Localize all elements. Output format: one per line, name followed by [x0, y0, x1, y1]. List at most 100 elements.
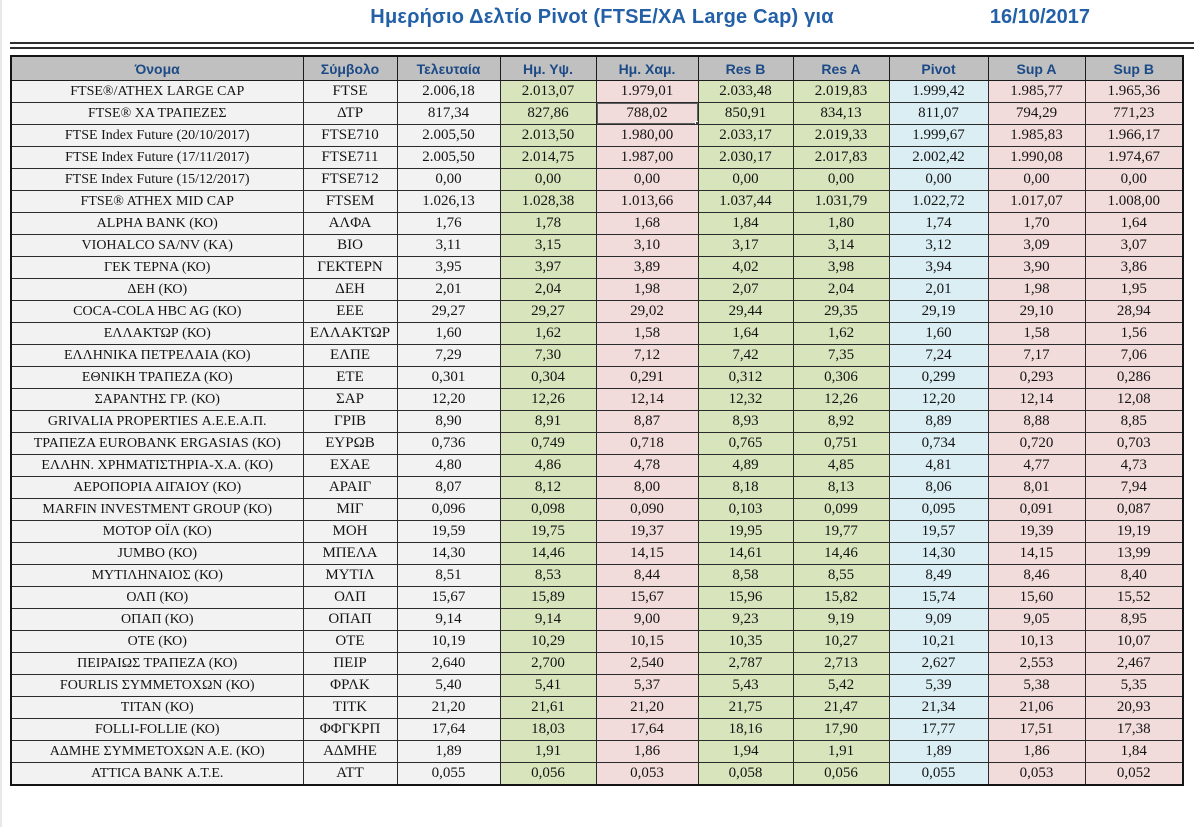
cell-last[interactable]: 2.005,50	[396, 124, 501, 147]
cell-low[interactable]: 1,58	[595, 322, 699, 345]
cell-last[interactable]: 8,90	[396, 410, 501, 433]
cell-last[interactable]: 12,20	[396, 388, 501, 411]
cell-symbol[interactable]: ΕΛΠΕ	[302, 344, 398, 367]
cell-sup_b[interactable]: 19,19	[1084, 520, 1184, 543]
cell-sup_b[interactable]: 10,07	[1084, 630, 1184, 653]
cell-pivot[interactable]: 19,57	[888, 520, 989, 543]
cell-pivot[interactable]: 15,74	[888, 586, 989, 609]
cell-pivot[interactable]: 21,34	[888, 696, 989, 719]
cell-sup_b[interactable]: 0,052	[1084, 762, 1184, 786]
cell-res_a[interactable]: 0,00	[792, 168, 890, 191]
cell-high[interactable]: 14,46	[499, 542, 597, 565]
cell-sup_a[interactable]: 14,15	[987, 542, 1086, 565]
cell-low[interactable]: 1.980,00	[595, 124, 699, 147]
cell-low[interactable]: 1,86	[595, 740, 699, 763]
cell-sup_b[interactable]: 771,23	[1084, 102, 1184, 125]
cell-name[interactable]: FTSE® ATHEX MID CAP	[10, 190, 304, 213]
cell-res_a[interactable]: 834,13	[792, 102, 890, 125]
cell-high[interactable]: 2.013,50	[499, 124, 597, 147]
cell-high[interactable]: 8,12	[499, 476, 597, 499]
cell-name[interactable]: ΜΟΤΟΡ ΟΪΛ (ΚΟ)	[10, 520, 304, 543]
cell-low[interactable]: 19,37	[595, 520, 699, 543]
cell-sup_b[interactable]: 5,35	[1084, 674, 1184, 697]
cell-name[interactable]: ΜΥΤΙΛΗΝΑΙΟΣ (ΚΟ)	[10, 564, 304, 587]
cell-sup_a[interactable]: 1,86	[987, 740, 1086, 763]
cell-pivot[interactable]: 1,74	[888, 212, 989, 235]
cell-symbol[interactable]: ΕΛΛΑΚΤΩΡ	[302, 322, 398, 345]
cell-last[interactable]: 3,95	[396, 256, 501, 279]
cell-res_b[interactable]: 2.030,17	[697, 146, 794, 169]
cell-name[interactable]: ΓΕΚ ΤΕΡΝΑ (ΚΟ)	[10, 256, 304, 279]
column-header-name[interactable]: Όνομα	[10, 55, 304, 81]
cell-res_a[interactable]: 5,42	[792, 674, 890, 697]
cell-low[interactable]: 1.979,01	[595, 80, 699, 103]
cell-pivot[interactable]: 8,49	[888, 564, 989, 587]
cell-name[interactable]: ΑΕΡΟΠΟΡΙΑ ΑΙΓΑΙΟΥ (ΚΟ)	[10, 476, 304, 499]
cell-res_a[interactable]: 2,713	[792, 652, 890, 675]
cell-high[interactable]: 2.014,75	[499, 146, 597, 169]
cell-symbol[interactable]: ΦΦΓΚΡΠ	[302, 718, 398, 741]
cell-res_b[interactable]: 1,84	[697, 212, 794, 235]
cell-pivot[interactable]: 1.999,42	[888, 80, 989, 103]
cell-pivot[interactable]: 5,39	[888, 674, 989, 697]
cell-pivot[interactable]: 4,81	[888, 454, 989, 477]
cell-sup_a[interactable]: 4,77	[987, 454, 1086, 477]
cell-res_a[interactable]: 8,13	[792, 476, 890, 499]
cell-high[interactable]: 0,304	[499, 366, 597, 389]
cell-pivot[interactable]: 2.002,42	[888, 146, 989, 169]
cell-sup_b[interactable]: 15,52	[1084, 586, 1184, 609]
cell-pivot[interactable]: 29,19	[888, 300, 989, 323]
cell-sup_a[interactable]: 0,053	[987, 762, 1086, 786]
selected-cell-low[interactable]: 788,02	[595, 102, 699, 125]
cell-low[interactable]: 1,68	[595, 212, 699, 235]
cell-pivot[interactable]: 0,299	[888, 366, 989, 389]
cell-res_b[interactable]: 8,58	[697, 564, 794, 587]
cell-last[interactable]: 1,89	[396, 740, 501, 763]
cell-res_a[interactable]: 14,46	[792, 542, 890, 565]
cell-res_b[interactable]: 4,89	[697, 454, 794, 477]
cell-high[interactable]: 0,056	[499, 762, 597, 786]
cell-name[interactable]: ΤΙΤΑΝ (ΚΟ)	[10, 696, 304, 719]
cell-low[interactable]: 1.013,66	[595, 190, 699, 213]
cell-high[interactable]: 19,75	[499, 520, 597, 543]
column-header-sup_b[interactable]: Sup B	[1084, 55, 1184, 81]
cell-name[interactable]: GRIVALIA PROPERTIES Α.Ε.Ε.Α.Π.	[10, 410, 304, 433]
cell-sup_b[interactable]: 0,286	[1084, 366, 1184, 389]
cell-symbol[interactable]: ΦΡΛΚ	[302, 674, 398, 697]
cell-low[interactable]: 3,89	[595, 256, 699, 279]
cell-sup_a[interactable]: 9,05	[987, 608, 1086, 631]
cell-last[interactable]: 1.026,13	[396, 190, 501, 213]
cell-sup_a[interactable]: 3,09	[987, 234, 1086, 257]
cell-high[interactable]: 3,15	[499, 234, 597, 257]
cell-res_b[interactable]: 0,765	[697, 432, 794, 455]
cell-last[interactable]: 0,00	[396, 168, 501, 191]
cell-high[interactable]: 4,86	[499, 454, 597, 477]
cell-res_b[interactable]: 9,23	[697, 608, 794, 631]
cell-high[interactable]: 1,78	[499, 212, 597, 235]
cell-res_b[interactable]: 0,103	[697, 498, 794, 521]
cell-res_a[interactable]: 8,55	[792, 564, 890, 587]
cell-high[interactable]: 0,749	[499, 432, 597, 455]
cell-sup_b[interactable]: 7,06	[1084, 344, 1184, 367]
cell-pivot[interactable]: 0,00	[888, 168, 989, 191]
cell-symbol[interactable]: FTSEM	[302, 190, 398, 213]
cell-res_b[interactable]: 21,75	[697, 696, 794, 719]
cell-symbol[interactable]: ΕΧΑΕ	[302, 454, 398, 477]
cell-last[interactable]: 17,64	[396, 718, 501, 741]
cell-high[interactable]: 2,700	[499, 652, 597, 675]
cell-last[interactable]: 14,30	[396, 542, 501, 565]
cell-high[interactable]: 8,91	[499, 410, 597, 433]
cell-low[interactable]: 14,15	[595, 542, 699, 565]
cell-high[interactable]: 2,04	[499, 278, 597, 301]
cell-low[interactable]: 7,12	[595, 344, 699, 367]
cell-symbol[interactable]: ΣΑΡ	[302, 388, 398, 411]
cell-res_a[interactable]: 2.017,83	[792, 146, 890, 169]
cell-low[interactable]: 15,67	[595, 586, 699, 609]
cell-low[interactable]: 0,291	[595, 366, 699, 389]
cell-pivot[interactable]: 10,21	[888, 630, 989, 653]
cell-res_a[interactable]: 0,751	[792, 432, 890, 455]
cell-sup_b[interactable]: 12,08	[1084, 388, 1184, 411]
cell-high[interactable]: 2.013,07	[499, 80, 597, 103]
cell-res_b[interactable]: 8,18	[697, 476, 794, 499]
cell-res_a[interactable]: 8,92	[792, 410, 890, 433]
